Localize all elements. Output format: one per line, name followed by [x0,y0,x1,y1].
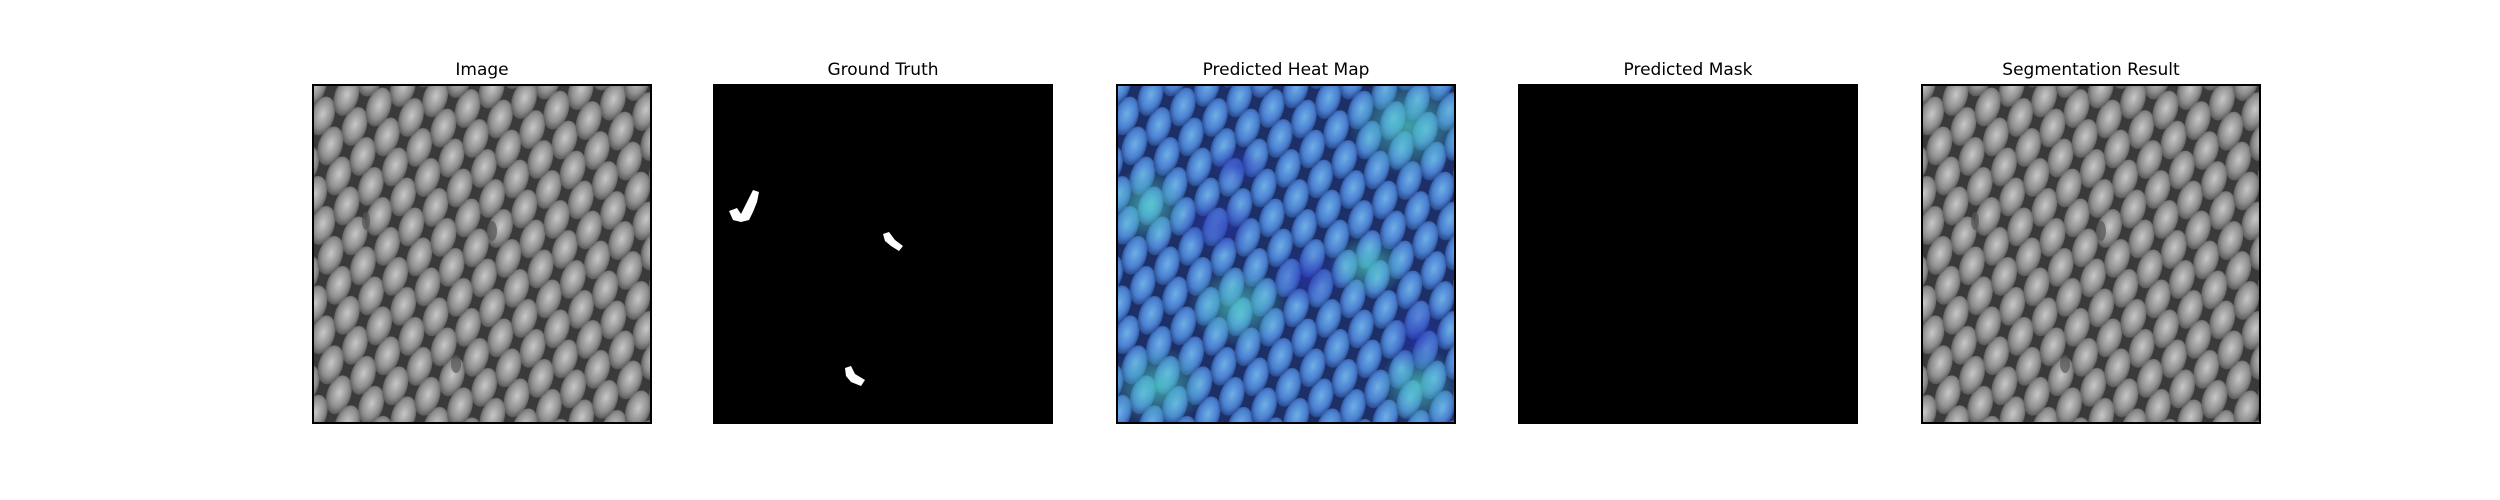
segmentation-result-frame [1921,84,2261,424]
panel-image: Image [312,0,652,500]
mesh-texture-image [314,86,650,422]
mesh-texture-segmentation [1923,86,2259,422]
panel-segmentation-result: Segmentation Result [1921,0,2261,500]
gt-defect-1 [729,190,759,222]
panel-title-segmentation-result: Segmentation Result [2002,60,2180,80]
panel-predicted-heat-map: Predicted Heat Map [1116,0,1456,500]
heat-map-overlay [1118,86,1454,422]
defect-marks-image [362,212,497,373]
ground-truth-frame [713,84,1053,424]
panel-title-predicted-heat-map: Predicted Heat Map [1202,60,1370,80]
panel-title-image: Image [455,60,509,80]
ground-truth-mask [715,86,1051,422]
predicted-mask [1520,86,1856,422]
predicted-mask-frame [1518,84,1858,424]
heat-map-frame [1116,84,1456,424]
panel-title-ground-truth: Ground Truth [827,60,939,80]
panel-ground-truth: Ground Truth [713,0,1053,500]
heat-cold-regions [1178,146,1448,376]
gt-defect-3 [845,366,865,386]
image-frame [312,84,652,424]
gt-defect-2 [883,232,903,251]
defect-marks-segmentation [1971,212,2106,373]
panel-predicted-mask: Predicted Mask [1518,0,1858,500]
panel-title-predicted-mask: Predicted Mask [1623,60,1753,80]
